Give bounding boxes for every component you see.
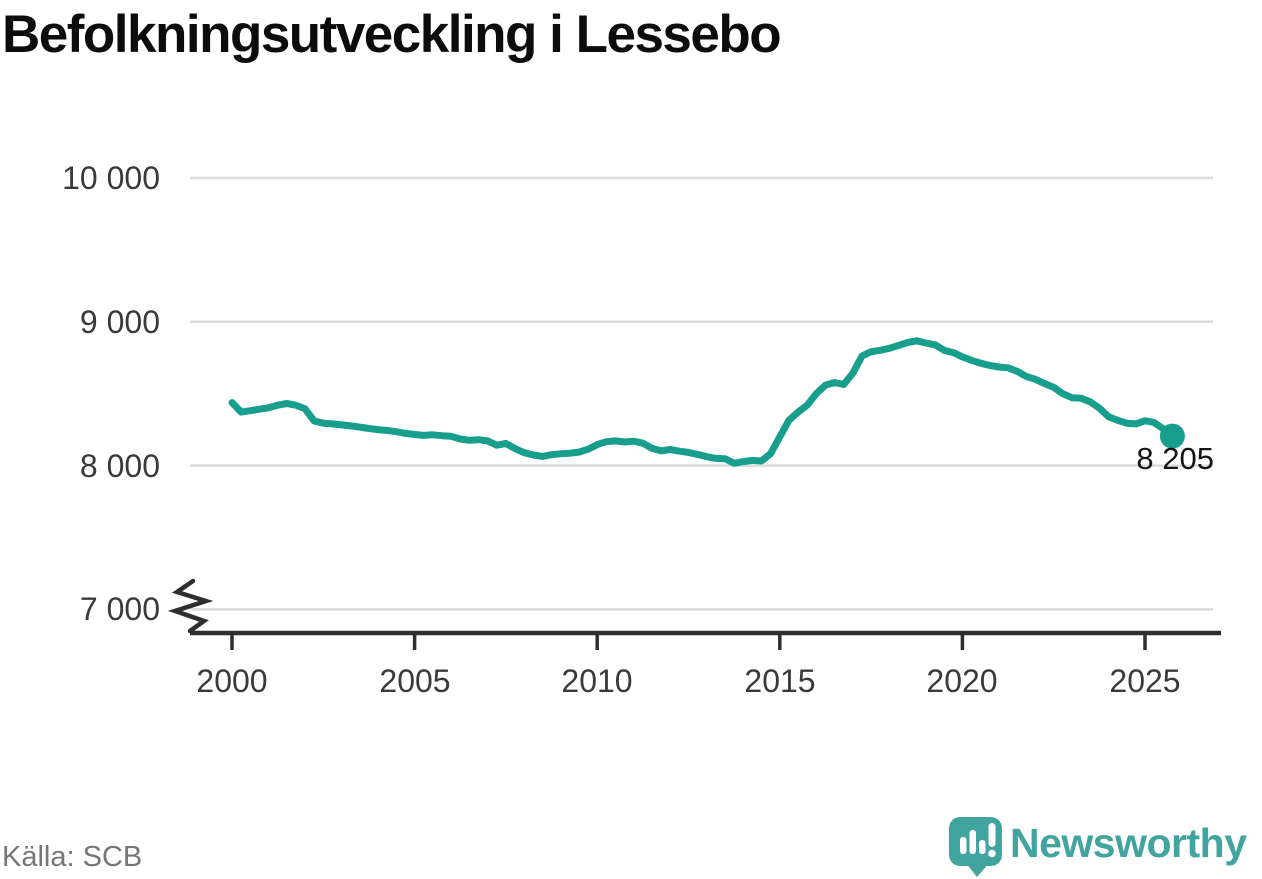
y-axis-label-10000: 10 000 — [62, 160, 160, 196]
y-axis-label-8000: 8 000 — [79, 448, 160, 484]
line-chart-plot — [167, 176, 1221, 650]
newsworthy-logo-icon — [949, 817, 1002, 877]
x-axis-label-2015: 2015 — [744, 663, 816, 699]
chart-title: Befolkningsutveckling i Lessebo — [2, 5, 782, 64]
y-axis-label-7000: 7 000 — [79, 591, 160, 627]
source-label: Källa: SCB — [2, 841, 143, 873]
last-value-label: 8 205 — [1136, 441, 1214, 476]
population-series-line — [228, 337, 1176, 467]
y-axis-label-9000: 9 000 — [79, 304, 160, 340]
horizontal-gridlines — [190, 176, 1213, 611]
x-axis-label-2020: 2020 — [926, 663, 998, 699]
y-axis-break-icon — [167, 578, 214, 634]
x-axis-label-2005: 2005 — [379, 663, 451, 699]
x-axis-label-2000: 2000 — [196, 663, 268, 699]
x-axis-tick-marks — [230, 633, 1147, 650]
x-axis-label-2025: 2025 — [1109, 663, 1181, 699]
newsworthy-logo: Newsworthy — [946, 814, 1262, 879]
newsworthy-logo-text: Newsworthy — [1010, 820, 1247, 866]
x-axis-label-2010: 2010 — [561, 663, 633, 699]
last-value-dot — [1159, 423, 1185, 449]
